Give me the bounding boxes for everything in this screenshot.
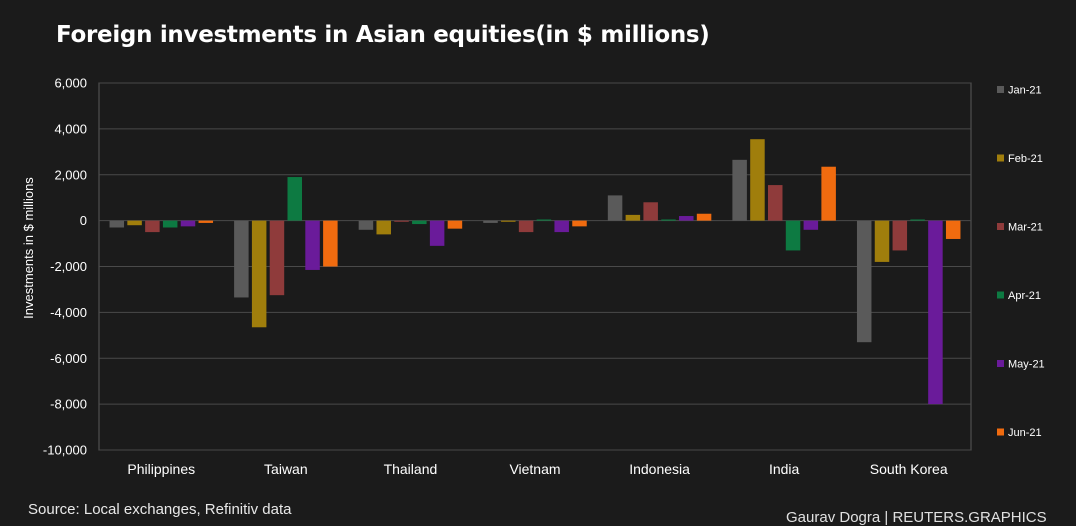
bar bbox=[518, 220, 534, 233]
bar bbox=[732, 159, 747, 221]
bar bbox=[358, 220, 374, 230]
bar bbox=[910, 219, 925, 221]
legend-label: Jun-21 bbox=[1008, 427, 1042, 439]
x-tick-label: South Korea bbox=[870, 461, 948, 477]
bar bbox=[554, 220, 569, 233]
bar bbox=[305, 220, 320, 270]
bar bbox=[696, 213, 712, 221]
legend-swatch bbox=[997, 428, 1004, 436]
bar bbox=[874, 220, 890, 262]
legend-label: Jan-21 bbox=[1008, 85, 1042, 97]
x-tick-label: India bbox=[769, 461, 800, 477]
y-tick-label: -2,000 bbox=[50, 259, 87, 274]
credit-line: Gaurav Dogra | REUTERS.GRAPHICS bbox=[786, 509, 1047, 526]
bar bbox=[251, 220, 267, 328]
bar bbox=[767, 185, 783, 221]
bar bbox=[127, 220, 142, 226]
x-tick-label: Indonesia bbox=[629, 461, 690, 477]
x-axis-ticks: Philippines Taiwan Thailand Vietnam Indonesi… bbox=[127, 461, 947, 477]
bar bbox=[607, 195, 623, 221]
bar bbox=[821, 166, 836, 221]
y-tick-label: -4,000 bbox=[50, 305, 87, 320]
bar bbox=[501, 220, 516, 222]
legend-label: May-21 bbox=[1008, 359, 1045, 371]
y-tick-label: -6,000 bbox=[50, 351, 87, 366]
bar bbox=[892, 220, 908, 251]
bar bbox=[750, 139, 765, 221]
bar bbox=[661, 219, 676, 221]
bar bbox=[145, 220, 160, 233]
legend-label: Mar-21 bbox=[1008, 222, 1043, 234]
bar bbox=[483, 220, 498, 223]
bar bbox=[785, 220, 801, 251]
y-tick-label: 6,000 bbox=[54, 76, 87, 91]
bar bbox=[412, 220, 427, 225]
bar bbox=[625, 214, 641, 221]
bar bbox=[679, 216, 694, 221]
bars bbox=[109, 139, 961, 405]
legend-swatch bbox=[997, 291, 1004, 299]
bar bbox=[234, 220, 249, 298]
gridlines bbox=[99, 82, 971, 451]
bar bbox=[536, 219, 552, 221]
x-tick-label: Vietnam bbox=[509, 461, 560, 477]
bar bbox=[109, 220, 125, 228]
source-note: Source: Local exchanges, Refinitiv data bbox=[28, 501, 292, 518]
legend-swatch bbox=[997, 86, 1004, 93]
bar bbox=[447, 220, 463, 229]
bar bbox=[643, 202, 658, 221]
bar bbox=[928, 220, 943, 405]
bar bbox=[803, 220, 819, 230]
bar bbox=[180, 220, 196, 227]
y-tick-label: 0 bbox=[80, 213, 87, 228]
bar bbox=[162, 220, 178, 228]
legend-label: Apr-21 bbox=[1008, 290, 1041, 302]
bar bbox=[394, 220, 409, 222]
legend: Jan-21 Feb-21 Mar-21 Apr-21 May-21 Jun-21 bbox=[997, 85, 1045, 439]
legend-swatch bbox=[997, 360, 1004, 367]
bar bbox=[198, 220, 214, 223]
y-tick-label: 2,000 bbox=[54, 167, 87, 182]
x-tick-label: Philippines bbox=[127, 461, 195, 477]
bar bbox=[376, 220, 391, 235]
x-tick-label: Taiwan bbox=[264, 461, 308, 477]
bar bbox=[287, 177, 303, 221]
y-axis-ticks: 6,000 4,000 2,000 0 -2,000 -4,000 -6,000 -8,000… bbox=[43, 76, 87, 458]
legend-label: Feb-21 bbox=[1008, 153, 1043, 165]
bar bbox=[856, 220, 872, 343]
bar bbox=[323, 220, 338, 267]
chart-title: Foreign investments in Asian equities(in… bbox=[56, 22, 710, 48]
bar bbox=[269, 220, 285, 296]
legend-swatch bbox=[997, 223, 1004, 230]
bar bbox=[945, 220, 961, 239]
bar bbox=[572, 220, 587, 227]
y-tick-label: 4,000 bbox=[54, 121, 87, 136]
legend-swatch bbox=[997, 154, 1004, 162]
bar bbox=[429, 220, 445, 246]
x-tick-label: Thailand bbox=[384, 461, 438, 477]
y-tick-label: -8,000 bbox=[50, 397, 87, 412]
y-axis-label: Investments in $ millions bbox=[21, 177, 36, 319]
bar-chart: 6,000 4,000 2,000 0 -2,000 -4,000 -6,000 -8,000… bbox=[21, 76, 1045, 478]
y-tick-label: -10,000 bbox=[43, 443, 87, 458]
